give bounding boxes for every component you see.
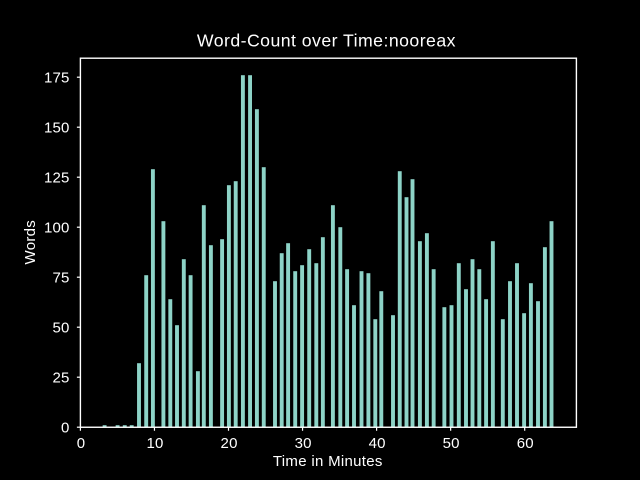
svg-text:150: 150: [44, 120, 70, 137]
svg-text:10: 10: [146, 435, 163, 452]
svg-text:100: 100: [44, 220, 70, 237]
svg-text:Time in Minutes: Time in Minutes: [273, 453, 383, 470]
svg-text:50: 50: [443, 435, 460, 452]
svg-text:Word-Count over Time:nooreax: Word-Count over Time:nooreax: [197, 31, 456, 51]
svg-text:0: 0: [77, 435, 86, 452]
svg-text:75: 75: [53, 270, 70, 287]
svg-text:20: 20: [221, 435, 238, 452]
svg-text:125: 125: [44, 170, 70, 187]
svg-text:50: 50: [53, 320, 70, 337]
svg-text:175: 175: [44, 70, 70, 87]
svg-text:30: 30: [295, 435, 312, 452]
svg-text:0: 0: [61, 420, 70, 437]
svg-text:40: 40: [369, 435, 386, 452]
svg-text:25: 25: [53, 370, 70, 387]
svg-text:Words: Words: [22, 220, 39, 265]
svg-text:60: 60: [517, 435, 534, 452]
